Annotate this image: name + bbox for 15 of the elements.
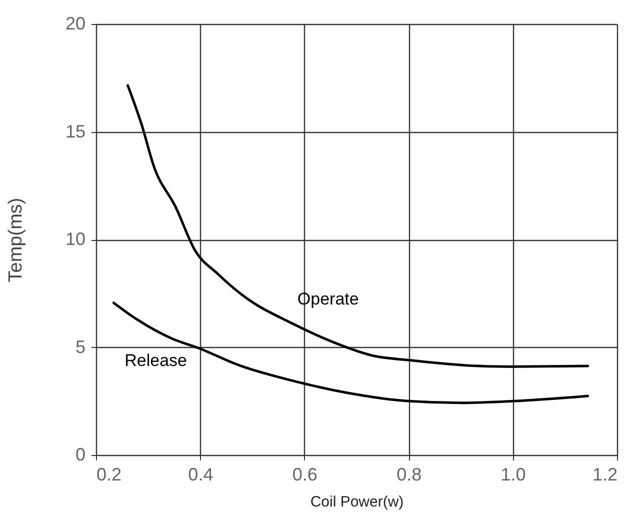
y-tick-label: 15 (65, 121, 86, 142)
y-tick-label: 10 (65, 229, 86, 249)
y-tick-label: 0 (75, 444, 86, 464)
x-tick-label: 0.4 (188, 464, 214, 484)
series-label: Release (124, 351, 188, 370)
x-tick-label: 0.6 (292, 464, 318, 484)
x-tick-label: 1.2 (592, 464, 618, 484)
x-tick-label: 1.0 (500, 464, 526, 484)
x-tick-label: 0.2 (96, 464, 122, 484)
y-axis-title: Temp(ms) (5, 198, 26, 282)
x-tick-label: 0.8 (396, 464, 422, 484)
line-series (126, 84, 590, 368)
y-tick-label: 20 (65, 14, 86, 34)
y-tick-label: 5 (75, 336, 86, 357)
x-axis-title: Coil Power(w) (310, 494, 404, 510)
